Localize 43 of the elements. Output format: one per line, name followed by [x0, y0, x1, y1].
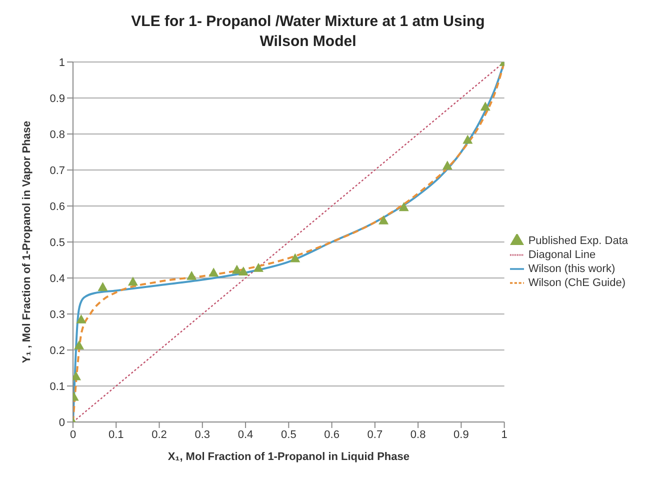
point — [74, 340, 84, 350]
point — [76, 314, 86, 324]
legend-label: Wilson (this work) — [528, 262, 616, 275]
legend-label: Published Exp. Data — [528, 234, 628, 247]
point — [208, 268, 219, 277]
legend-label: Diagonal Line — [528, 248, 596, 261]
x-axis-title: X₁, Mol Fraction of 1-Propanol in Liquid Phase — [168, 451, 410, 463]
point — [442, 160, 452, 170]
y-tick-label: 0.5 — [50, 236, 65, 249]
y-axis-title: Y₁ , Mol Fraction of 1-Propanol in Vapor Phase — [20, 120, 33, 364]
point — [128, 276, 138, 286]
y-tick-label: 0.4 — [50, 272, 65, 285]
y-tick-label: 0.8 — [50, 128, 65, 141]
point — [98, 282, 108, 291]
x-tick-label: 0 — [70, 428, 76, 441]
x-tick-label: 0.8 — [410, 428, 426, 441]
point — [186, 270, 197, 280]
y-tick-label: 0 — [58, 416, 65, 429]
x-tick-label: 1 — [501, 428, 508, 441]
y-tick-label: 0.7 — [50, 164, 65, 177]
x-tick-label: 0.2 — [152, 428, 167, 441]
point — [462, 134, 473, 144]
y-tick-label: 0.1 — [50, 380, 65, 393]
legend-label: Wilson (ChE Guide) — [528, 276, 626, 289]
point — [480, 102, 490, 111]
point — [398, 202, 409, 212]
y-tick-label: 0.9 — [50, 92, 65, 105]
x-tick-label: 0.9 — [454, 428, 469, 441]
point — [290, 253, 300, 262]
x-tick-label: 0.7 — [367, 428, 383, 441]
y-tick-label: 0.6 — [50, 200, 65, 213]
chart-title: VLE for 1- Propanol /Water Mixture at 1 atm Using Wilson Model — [130, 12, 486, 52]
x-tick-label: 0.3 — [194, 428, 210, 441]
x-tick-label: 0.1 — [108, 428, 124, 441]
point — [238, 266, 248, 276]
point — [253, 262, 264, 272]
point — [378, 215, 389, 224]
x-tick-label: 0.5 — [281, 428, 296, 441]
x-tick-label: 0.6 — [324, 428, 340, 441]
y-tick-label: 0.3 — [50, 308, 65, 321]
x-tick-label: 0.4 — [238, 428, 254, 441]
y-tick-label: 0.2 — [50, 344, 65, 357]
y-tick-label: 1 — [58, 56, 65, 69]
